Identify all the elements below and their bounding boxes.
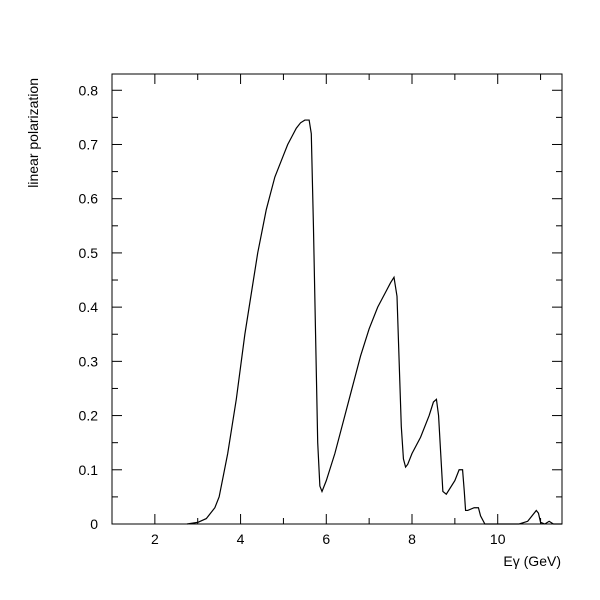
x-tick-label: 4 (237, 531, 245, 547)
y-tick-label: 0.5 (79, 245, 99, 261)
y-tick-label: 0.6 (79, 191, 99, 207)
x-axis-ticks (111, 74, 542, 524)
y-tick-label: 0.8 (79, 82, 99, 98)
y-tick-label: 0.2 (79, 408, 99, 424)
x-axis-title: Eγ (GeV) (503, 553, 561, 569)
x-tick-label: 2 (151, 531, 159, 547)
polarization-series-line (186, 119, 562, 525)
x-tick-label: 6 (322, 531, 330, 547)
y-tick-label: 0 (90, 516, 98, 532)
y-tick-label: 0.3 (79, 353, 99, 369)
y-axis-title: linear polarization (25, 78, 41, 188)
x-tick-label: 8 (408, 531, 416, 547)
y-axis-tick-labels: 0 0.1 0.2 0.3 0.4 0.5 0.6 0.7 0.8 (79, 82, 99, 532)
x-tick-label: 10 (490, 531, 506, 547)
y-tick-label: 0.4 (79, 299, 99, 315)
plot-frame (111, 73, 563, 525)
x-axis-tick-labels: 2 4 6 8 10 (151, 531, 506, 547)
y-tick-label: 0.1 (79, 462, 99, 478)
y-axis-ticks (112, 89, 562, 525)
y-tick-label: 0.7 (79, 136, 99, 152)
